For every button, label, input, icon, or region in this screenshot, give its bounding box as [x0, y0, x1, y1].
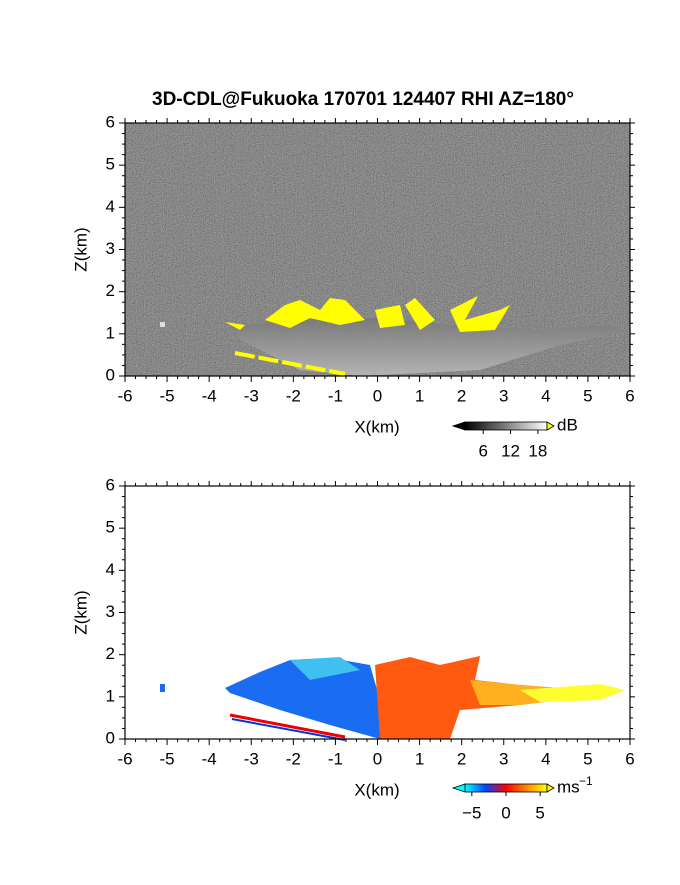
x-axis-label: X(km) [354, 417, 399, 436]
x-tick-label: -1 [328, 749, 343, 768]
x-tick-label: 5 [583, 749, 592, 768]
x-tick-label: 0 [373, 386, 382, 405]
x-tick-label: 5 [583, 386, 592, 405]
colorbar-tick-label: 0 [501, 803, 510, 822]
y-tick-label: 1 [106, 323, 115, 342]
y-tick-label: 4 [106, 560, 115, 579]
y-axis-label: Z(km) [71, 590, 90, 634]
y-tick-label: 2 [106, 281, 115, 300]
colorbar [464, 421, 548, 431]
y-tick-label: 5 [106, 155, 115, 174]
x-tick-label: -6 [117, 749, 132, 768]
x-tick-label: 4 [541, 386, 550, 405]
x-tick-label: -4 [202, 386, 217, 405]
figure-title: 3D-CDL@Fukuoka 170701 124407 RHI AZ=180° [152, 89, 574, 110]
y-tick-label: 3 [106, 602, 115, 621]
reflectivity-field [125, 123, 630, 376]
x-tick-label: 3 [499, 749, 508, 768]
y-tick-label: 2 [106, 644, 115, 663]
y-tick-label: 4 [106, 197, 115, 216]
x-tick-label: -2 [286, 749, 301, 768]
colorbar-tick-label: 6 [478, 441, 487, 460]
y-tick-label: 6 [106, 475, 115, 494]
colorbar-over [546, 421, 555, 431]
colorbar-over [546, 783, 555, 793]
x-tick-label: -4 [202, 749, 217, 768]
x-tick-label: -2 [286, 386, 301, 405]
x-tick-label: 4 [541, 749, 550, 768]
velocity-field [160, 656, 625, 741]
colorbar-tick-label: −5 [462, 803, 481, 822]
y-tick-label: 0 [106, 365, 115, 384]
colorbar-unit-sup: −1 [579, 774, 593, 788]
x-tick-label: 2 [457, 386, 466, 405]
y-tick-label: 0 [106, 728, 115, 747]
y-axis-label: Z(km) [71, 227, 90, 271]
y-tick-label: 1 [106, 686, 115, 705]
x-tick-label: 0 [373, 749, 382, 768]
x-tick-label: -3 [244, 749, 259, 768]
x-tick-label: 1 [415, 749, 424, 768]
colorbar-unit: dB [557, 415, 578, 434]
x-tick-label: 2 [457, 749, 466, 768]
colorbar-tick-label: 12 [501, 441, 520, 460]
colorbar-tick-label: 5 [535, 803, 544, 822]
y-tick-label: 3 [106, 239, 115, 258]
y-tick-label: 5 [106, 518, 115, 537]
x-tick-label: 1 [415, 386, 424, 405]
colorbar [464, 783, 548, 793]
x-tick-label: -3 [244, 386, 259, 405]
colorbar-unit: ms [557, 777, 580, 796]
colorbar-under [451, 421, 466, 431]
colorbar-tick-label: 18 [528, 441, 547, 460]
y-tick-label: 6 [106, 112, 115, 131]
x-axis-label: X(km) [354, 780, 399, 799]
x-tick-label: -1 [328, 386, 343, 405]
colorbar-under [451, 783, 466, 793]
x-tick-label: 3 [499, 386, 508, 405]
x-tick-label: 6 [625, 386, 634, 405]
x-tick-label: -5 [160, 386, 175, 405]
x-tick-label: -5 [160, 749, 175, 768]
x-tick-label: -6 [117, 386, 132, 405]
x-tick-label: 6 [625, 749, 634, 768]
